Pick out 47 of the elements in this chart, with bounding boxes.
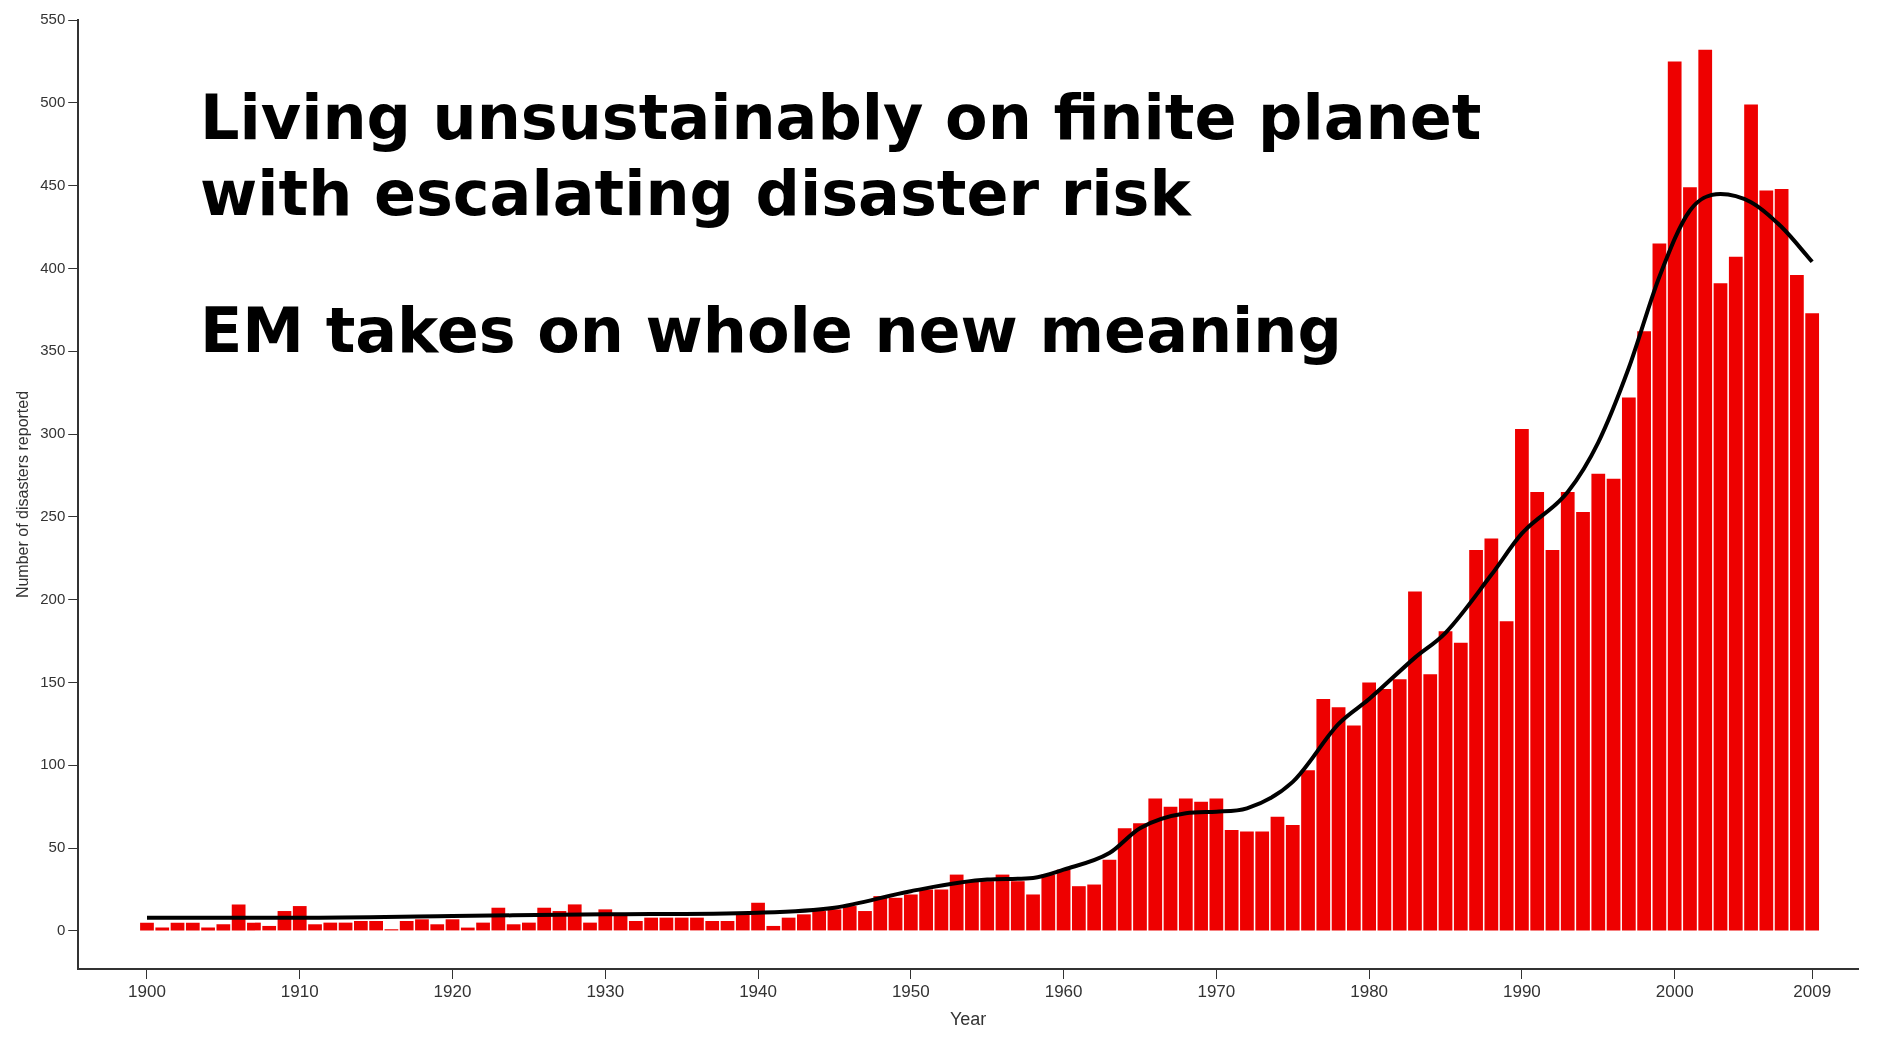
y-tick-label: 50 — [48, 838, 66, 856]
bar — [1056, 869, 1071, 931]
x-tick-label: 1950 — [891, 981, 930, 1001]
x-axis-title: Year — [949, 1009, 987, 1030]
bar — [1377, 689, 1392, 931]
bar — [1545, 549, 1560, 931]
x-tick-label: 1930 — [586, 981, 625, 1001]
bar — [1163, 806, 1178, 931]
bar — [720, 920, 735, 931]
y-axis-title: Number of disasters reported — [14, 390, 32, 599]
bar — [1438, 631, 1453, 931]
bar — [1331, 707, 1346, 931]
y-tick-label: 450 — [40, 175, 66, 193]
y-tick-label: 350 — [40, 341, 66, 359]
x-tick-label: 2009 — [1793, 981, 1832, 1001]
annotation: EM takes on whole new meaning — [200, 293, 1343, 369]
y-tick-label: 100 — [40, 755, 66, 773]
y-tick-label: 200 — [40, 589, 66, 607]
x-tick-label: 2000 — [1655, 981, 1694, 1001]
y-tick-label: 550 — [40, 10, 66, 28]
y-tick-label: 250 — [40, 507, 66, 524]
x-tick-label: 1960 — [1044, 981, 1083, 1001]
bar — [1713, 283, 1728, 931]
bar — [506, 924, 521, 931]
bar — [888, 897, 903, 931]
annotation: Living unsustainably on finite planet with escalating disaster risk — [200, 80, 1483, 232]
x-tick-label: 1980 — [1350, 981, 1389, 1001]
bar — [1774, 188, 1789, 931]
x-tick-label: 1990 — [1502, 981, 1541, 1001]
bar — [613, 916, 628, 931]
x-tick-label: 1910 — [280, 981, 319, 1001]
bar — [934, 889, 949, 931]
bar — [1652, 243, 1667, 931]
y-tick-label: 500 — [40, 92, 66, 110]
y-tick-label: 150 — [40, 672, 66, 690]
x-tick-label: 1940 — [739, 981, 777, 1001]
bar — [1270, 816, 1285, 931]
bar — [1606, 478, 1621, 931]
x-tick-label: 1970 — [1197, 981, 1236, 1001]
x-tick-label: 1900 — [128, 981, 166, 1001]
bar — [1102, 859, 1117, 931]
bar — [827, 909, 842, 931]
y-tick-label: 300 — [40, 424, 66, 442]
bar — [445, 919, 460, 931]
x-tick-label: 1920 — [433, 981, 472, 1001]
y-tick-label: 400 — [40, 258, 66, 276]
y-tick-label: 0 — [56, 921, 66, 939]
